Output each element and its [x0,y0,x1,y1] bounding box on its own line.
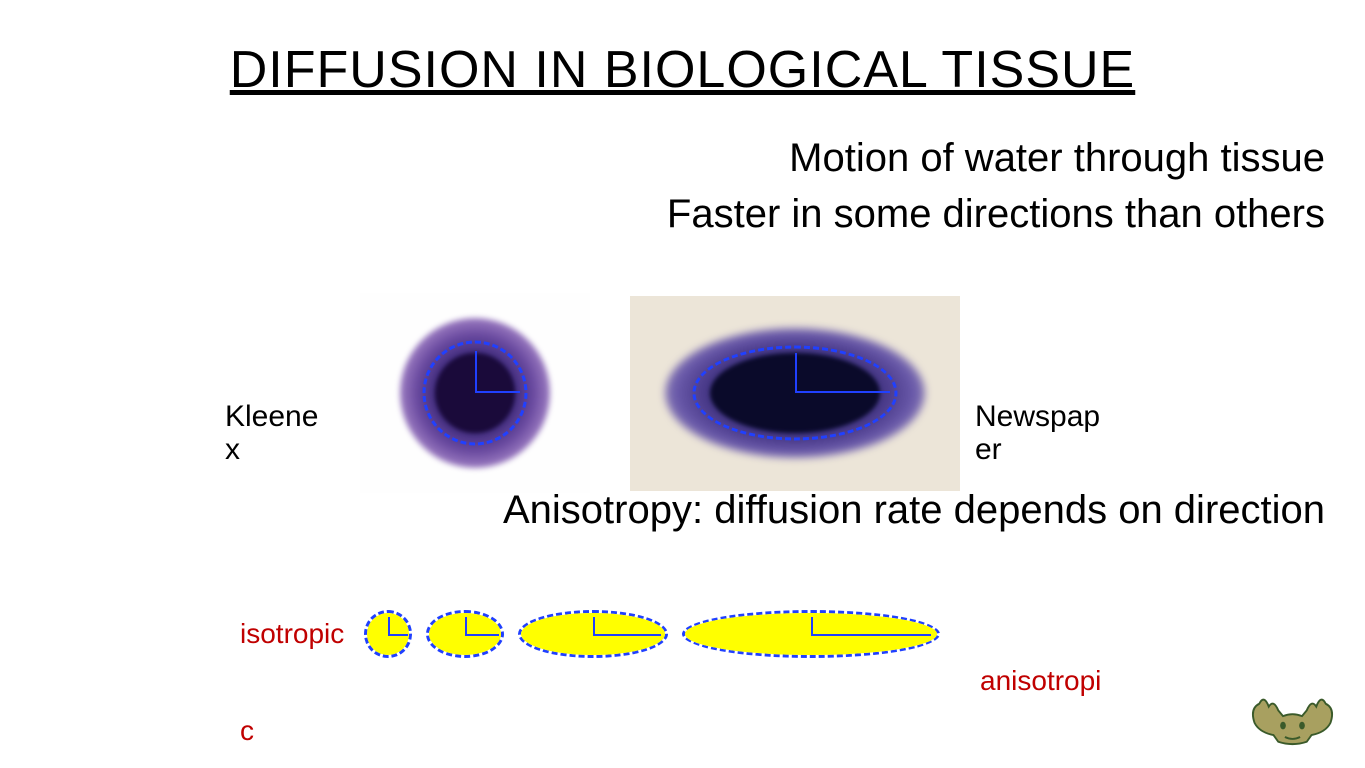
newspaper-diffusion-image [630,296,960,491]
spectrum-ellipse-3 [682,610,940,658]
kleenex-diffusion-image [360,293,590,493]
spectrum-ellipse-2 [518,610,668,658]
anisotropic-label-continuation: c [240,715,254,747]
spectrum-ellipse-0 [364,610,412,658]
anisotropic-label: anisotropi [980,665,1101,697]
kleenex-label: Kleenex [225,400,345,466]
spectrum-ellipse-1 [426,610,504,658]
usf-bull-logo-icon [1245,688,1340,748]
ellipse-spectrum-row: isotropic [240,610,940,658]
subtitle-line1: Motion of water through tissue [789,136,1325,180]
slide-subtitle: Motion of water through tissue Faster in… [0,130,1325,242]
isotropic-label: isotropic [240,618,344,650]
subtitle-line2: Faster in some directions than others [667,192,1325,236]
anisotropy-text: Anisotropy: diffusion rate depends on di… [0,485,1325,535]
slide-root: { "title": "DIFFUSION IN BIOLOGICAL TISS… [0,0,1365,768]
diffusion-images-row [360,293,960,493]
slide-title: DIFFUSION IN BIOLOGICAL TISSUE [0,40,1365,100]
newspaper-label: Newspaper [975,400,1135,466]
